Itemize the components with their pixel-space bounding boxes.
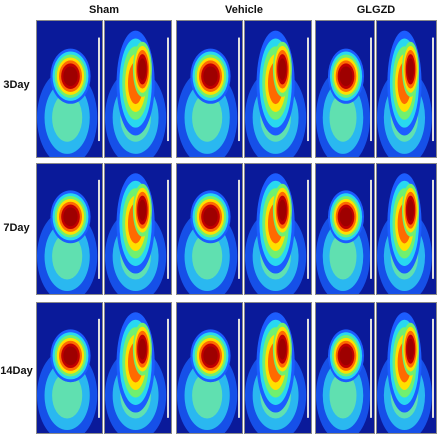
scan-image bbox=[105, 30, 169, 157]
scan-image bbox=[105, 312, 169, 433]
scale-bar bbox=[432, 318, 434, 418]
scale-bar bbox=[167, 179, 169, 279]
scan-sham-7day-sagittal bbox=[104, 163, 172, 295]
scan-glgzd-3day-sagittal bbox=[376, 20, 437, 158]
blob-vehicle-3day-0-brain-layer-6 bbox=[203, 66, 218, 87]
scan-glgzd-14day-coronal bbox=[315, 302, 375, 434]
blob-vehicle-14day-0-brain-layer-6 bbox=[203, 346, 218, 366]
blob-sham-3day-0-bg-layer-2 bbox=[52, 93, 83, 142]
scale-bar bbox=[238, 37, 240, 142]
blob-glgzd-3day-0-brain-layer-6 bbox=[339, 66, 353, 87]
scale-bar bbox=[370, 318, 372, 418]
scale-bar bbox=[370, 179, 372, 279]
blob-sham-14day-0-bg-layer-2 bbox=[52, 372, 83, 419]
blob-vehicle-7day-0-brain-layer-6 bbox=[203, 207, 218, 227]
blob-glgzd-7day-0-bg-layer-2 bbox=[329, 233, 357, 280]
scan-sham-14day-coronal bbox=[36, 302, 103, 434]
blob-glgzd-7day-1-core-layer-4 bbox=[407, 199, 414, 221]
scan-image bbox=[245, 173, 309, 294]
scan-image bbox=[105, 173, 169, 294]
blob-sham-14day-0-brain-layer-6 bbox=[63, 346, 78, 366]
blob-vehicle-14day-1-core-layer-4 bbox=[278, 338, 287, 360]
scale-bar bbox=[432, 179, 434, 279]
blob-glgzd-7day-0-brain-layer-6 bbox=[339, 207, 353, 227]
scan-vehicle-14day-sagittal bbox=[244, 302, 312, 434]
scan-glgzd-14day-sagittal bbox=[376, 302, 437, 434]
scan-image bbox=[37, 37, 100, 157]
scale-bar bbox=[307, 37, 309, 142]
blob-vehicle-3day-1-core-layer-4 bbox=[278, 58, 287, 81]
scan-glgzd-7day-coronal bbox=[315, 163, 375, 295]
scan-image bbox=[177, 179, 240, 294]
blob-glgzd-14day-1-core-layer-4 bbox=[407, 338, 414, 360]
scale-bar bbox=[98, 37, 100, 142]
scan-image bbox=[316, 179, 372, 294]
scan-vehicle-3day-sagittal bbox=[244, 20, 312, 158]
scale-bar bbox=[307, 179, 309, 279]
scale-bar bbox=[238, 179, 240, 279]
scale-bar bbox=[370, 37, 372, 142]
blob-vehicle-7day-1-core-layer-4 bbox=[278, 199, 287, 221]
scan-image bbox=[377, 312, 434, 433]
scan-image bbox=[245, 30, 309, 157]
scan-image bbox=[177, 37, 240, 157]
blob-sham-7day-0-bg-layer-2 bbox=[52, 233, 83, 280]
column-header-sham: Sham bbox=[89, 4, 119, 16]
scale-bar bbox=[432, 37, 434, 142]
scan-image bbox=[377, 30, 434, 157]
scan-vehicle-7day-coronal bbox=[176, 163, 243, 295]
blob-glgzd-3day-0-bg-layer-2 bbox=[329, 93, 357, 142]
blob-vehicle-3day-0-bg-layer-2 bbox=[192, 93, 223, 142]
scan-image bbox=[177, 318, 240, 433]
row-label-3day: 3Day bbox=[3, 79, 30, 91]
scan-vehicle-7day-sagittal bbox=[244, 163, 312, 295]
blob-sham-3day-1-core-layer-4 bbox=[138, 58, 147, 81]
scan-image bbox=[37, 318, 100, 433]
column-header-vehicle: Vehicle bbox=[225, 4, 263, 16]
blob-vehicle-14day-0-bg-layer-2 bbox=[192, 372, 223, 419]
row-label-7day: 7Day bbox=[3, 222, 30, 234]
blob-glgzd-14day-0-bg-layer-2 bbox=[329, 372, 357, 419]
blob-sham-7day-1-core-layer-4 bbox=[138, 199, 147, 221]
blob-glgzd-3day-1-core-layer-4 bbox=[407, 58, 414, 81]
blob-sham-3day-0-brain-layer-6 bbox=[63, 66, 78, 87]
scan-image bbox=[245, 312, 309, 433]
scan-vehicle-3day-coronal bbox=[176, 20, 243, 158]
blob-sham-7day-0-brain-layer-6 bbox=[63, 207, 78, 227]
scan-glgzd-7day-sagittal bbox=[376, 163, 437, 295]
scan-image bbox=[316, 318, 372, 433]
row-label-14day: 14Day bbox=[0, 365, 33, 377]
scan-sham-7day-coronal bbox=[36, 163, 103, 295]
scale-bar bbox=[167, 318, 169, 418]
scan-sham-3day-sagittal bbox=[104, 20, 172, 158]
scale-bar bbox=[167, 37, 169, 142]
blob-vehicle-7day-0-bg-layer-2 bbox=[192, 233, 223, 280]
blob-glgzd-14day-0-brain-layer-6 bbox=[339, 346, 353, 366]
scan-image bbox=[377, 173, 434, 294]
scale-bar bbox=[307, 318, 309, 418]
scale-bar bbox=[98, 179, 100, 279]
scan-image bbox=[37, 179, 100, 294]
column-header-glgzd: GLGZD bbox=[356, 4, 396, 16]
scan-vehicle-14day-coronal bbox=[176, 302, 243, 434]
scan-image bbox=[316, 37, 372, 157]
scan-sham-14day-sagittal bbox=[104, 302, 172, 434]
scan-glgzd-3day-coronal bbox=[315, 20, 375, 158]
scale-bar bbox=[98, 318, 100, 418]
scale-bar bbox=[238, 318, 240, 418]
scan-sham-3day-coronal bbox=[36, 20, 103, 158]
blob-sham-14day-1-core-layer-4 bbox=[138, 338, 147, 360]
